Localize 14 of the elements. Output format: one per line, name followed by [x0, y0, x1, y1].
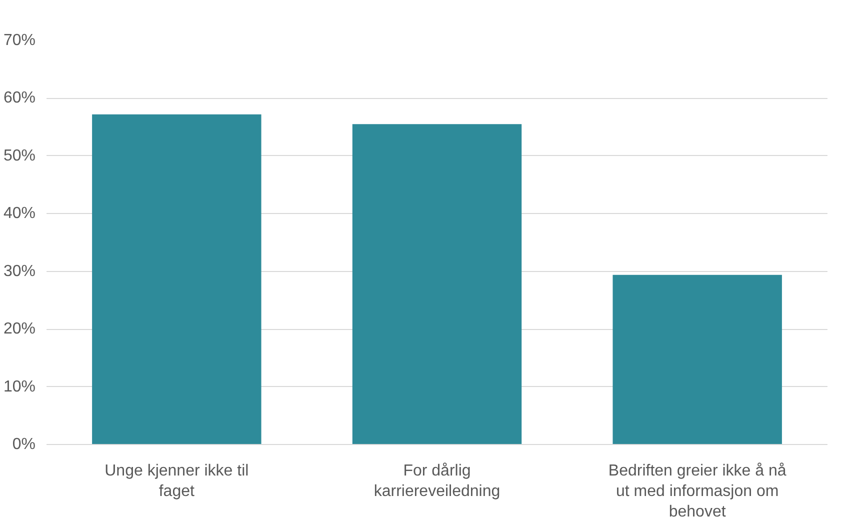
- y-tick-label: 40%: [3, 205, 36, 222]
- y-tick-label: 20%: [3, 320, 36, 338]
- x-tick-label: Bedriften greier ikke å nå ut med informasjon om behovet: [608, 462, 786, 520]
- bar: [92, 114, 262, 444]
- x-tick-label: For dårlig karriereveiledning: [374, 462, 500, 500]
- y-tick-label: 30%: [3, 262, 36, 280]
- y-tick-label: 60%: [3, 90, 36, 107]
- x-tick-label: Unge kjenner ikke til faget: [104, 462, 249, 500]
- bar: [352, 124, 522, 444]
- y-tick-label: 10%: [3, 378, 36, 396]
- bar: [612, 274, 782, 444]
- y-tick-label: 70%: [3, 32, 36, 49]
- y-tick-label: 50%: [3, 147, 36, 164]
- y-tick-label: 0%: [12, 436, 36, 453]
